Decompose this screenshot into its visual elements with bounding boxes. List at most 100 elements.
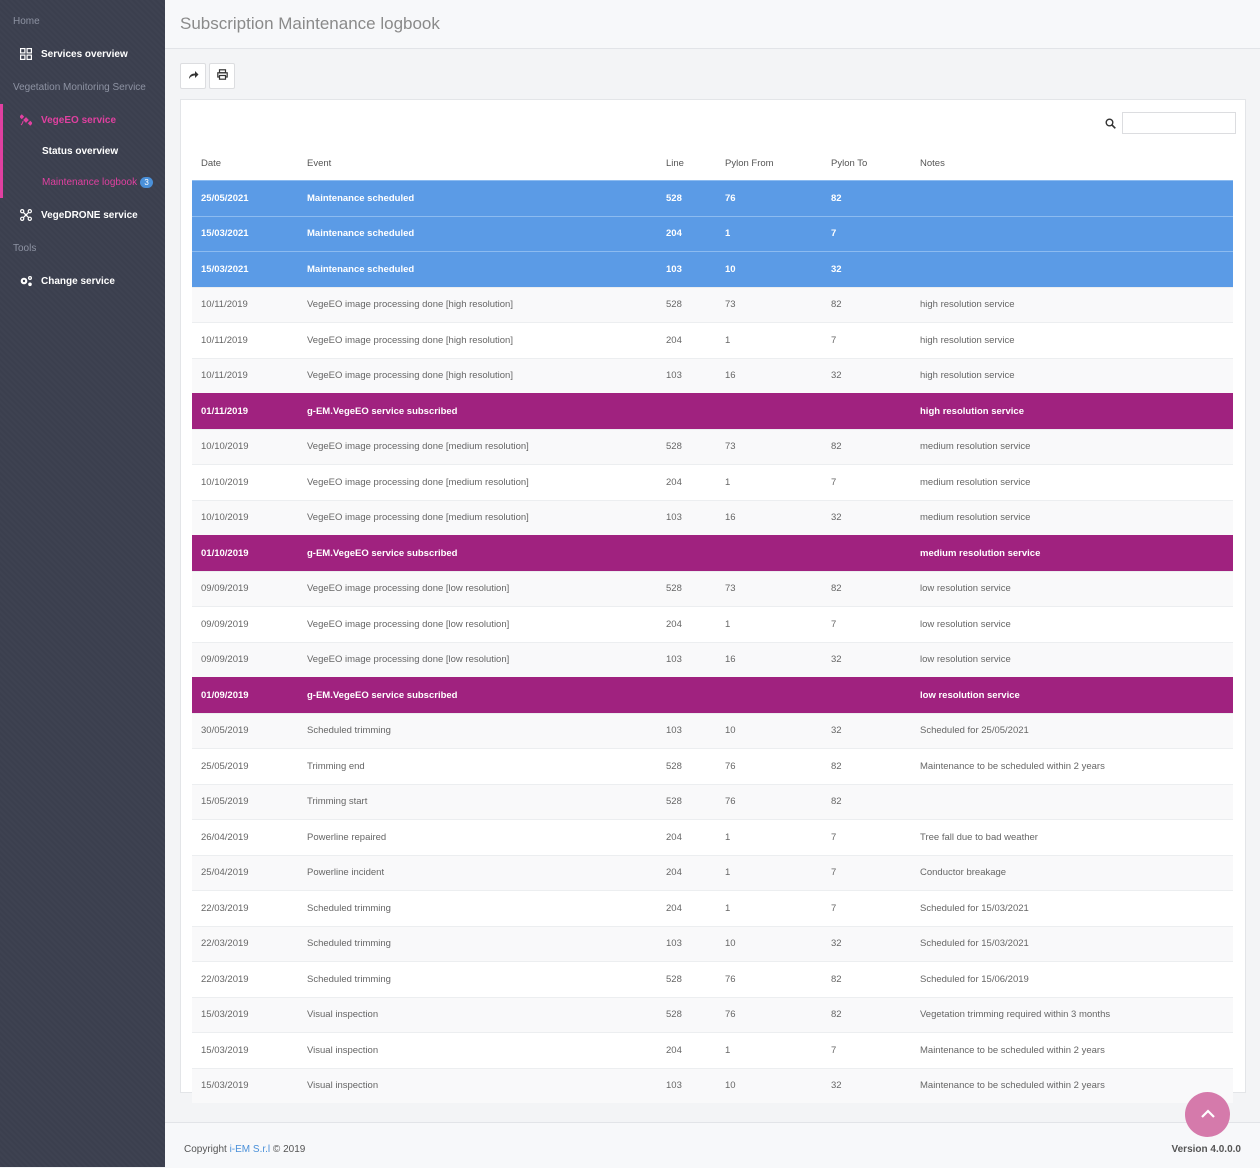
cell-event: VegeEO image processing done [medium res… bbox=[298, 428, 657, 465]
cell-pylon-from: 1 bbox=[716, 1032, 822, 1068]
cell-pylon-from: 16 bbox=[716, 641, 822, 678]
share-icon bbox=[188, 67, 199, 85]
table-row[interactable]: 09/09/2019 VegeEO image processing done [… bbox=[192, 570, 1233, 607]
sidebar-heading-tools: Tools bbox=[13, 243, 37, 254]
cell-event: VegeEO image processing done [high resol… bbox=[298, 286, 657, 323]
cell-pylon-from: 1 bbox=[716, 464, 822, 500]
cell-event: Visual inspection bbox=[298, 996, 657, 1033]
cell-event: Trimming start bbox=[298, 783, 657, 820]
table-row[interactable]: 15/03/2021 Maintenance scheduled 204 1 7 bbox=[192, 215, 1233, 252]
cell-date: 10/11/2019 bbox=[192, 322, 298, 358]
table-row[interactable]: 26/04/2019 Powerline repaired 204 1 7 Tree fa… bbox=[192, 819, 1233, 855]
cell-event: VegeEO image processing done [medium res… bbox=[298, 499, 657, 536]
cell-event: g-EM.VegeEO service subscribed bbox=[298, 393, 657, 429]
cell-notes: high resolution service bbox=[911, 393, 1233, 429]
table-row[interactable]: 25/05/2019 Trimming end 528 76 82 Maintenance… bbox=[192, 748, 1233, 784]
search-input[interactable] bbox=[1122, 112, 1236, 134]
scroll-to-top-button[interactable] bbox=[1185, 1092, 1230, 1137]
table-row[interactable]: 25/04/2019 Powerline incident 204 1 7 Conduct… bbox=[192, 854, 1233, 891]
grid-icon bbox=[19, 47, 33, 61]
table-row[interactable]: 01/10/2019 g-EM.VegeEO service subscribed… bbox=[192, 535, 1233, 571]
cell-pylon-to: 7 bbox=[822, 819, 911, 855]
cell-notes: Scheduled for 15/03/2021 bbox=[911, 925, 1233, 962]
sidebar-item-services-overview[interactable]: Services overview bbox=[0, 43, 165, 65]
cell-date: 15/03/2019 bbox=[192, 996, 298, 1033]
copyright-suffix: © 2019 bbox=[270, 1144, 306, 1155]
chevron-up-icon bbox=[1200, 1106, 1216, 1124]
cell-pylon-to bbox=[822, 677, 911, 713]
cell-date: 15/03/2019 bbox=[192, 1067, 298, 1103]
cell-notes: medium resolution service bbox=[911, 499, 1233, 536]
table-row[interactable]: 15/03/2021 Maintenance scheduled 103 10 32 bbox=[192, 251, 1233, 287]
company-link[interactable]: i-EM S.r.l bbox=[229, 1144, 271, 1155]
table-row[interactable]: 10/10/2019 VegeEO image processing done [… bbox=[192, 428, 1233, 465]
cell-date: 15/05/2019 bbox=[192, 783, 298, 820]
cell-pylon-from: 76 bbox=[716, 996, 822, 1033]
share-button[interactable] bbox=[180, 63, 206, 89]
table-row[interactable]: 10/10/2019 VegeEO image processing done [… bbox=[192, 464, 1233, 500]
cell-date: 30/05/2019 bbox=[192, 712, 298, 749]
cell-line: 204 bbox=[657, 215, 716, 252]
table-row[interactable]: 10/11/2019 VegeEO image processing done [… bbox=[192, 322, 1233, 358]
column-header-pylon-to[interactable]: Pylon To bbox=[831, 157, 868, 169]
table-row[interactable]: 15/05/2019 Trimming start 528 76 82 bbox=[192, 783, 1233, 820]
table-row[interactable]: 22/03/2019 Scheduled trimming 528 76 82 Sched… bbox=[192, 961, 1233, 997]
cell-event: VegeEO image processing done [low resolu… bbox=[298, 641, 657, 678]
sidebar-subitem-label: Maintenance logbook bbox=[42, 177, 138, 189]
cell-pylon-from: 1 bbox=[716, 215, 822, 252]
table-row[interactable]: 22/03/2019 Scheduled trimming 204 1 7 Schedul… bbox=[192, 890, 1233, 926]
column-header-line[interactable]: Line bbox=[666, 157, 684, 169]
cell-date: 10/11/2019 bbox=[192, 357, 298, 394]
table-row[interactable]: 30/05/2019 Scheduled trimming 103 10 32 Sched… bbox=[192, 712, 1233, 749]
cell-line: 103 bbox=[657, 1067, 716, 1103]
cell-line: 204 bbox=[657, 464, 716, 500]
cell-date: 25/04/2019 bbox=[192, 854, 298, 891]
table-row[interactable]: 01/11/2019 g-EM.VegeEO service subscribed… bbox=[192, 393, 1233, 429]
column-header-date[interactable]: Date bbox=[201, 157, 222, 169]
sidebar-subitem-status-overview[interactable]: Status overview bbox=[42, 146, 119, 157]
table-row[interactable]: 09/09/2019 VegeEO image processing done [… bbox=[192, 641, 1233, 678]
table-row[interactable]: 10/11/2019 VegeEO image processing done [… bbox=[192, 357, 1233, 394]
table-body: 25/05/2021 Maintenance scheduled 528 76 82 15… bbox=[192, 180, 1233, 1103]
cell-date: 01/09/2019 bbox=[192, 677, 298, 713]
cell-notes bbox=[911, 180, 1233, 216]
table-row[interactable]: 15/03/2019 Visual inspection 103 10 32 Mainte… bbox=[192, 1067, 1233, 1103]
print-button[interactable] bbox=[209, 63, 235, 89]
cell-event: VegeEO image processing done [medium res… bbox=[298, 464, 657, 500]
table-row[interactable]: 15/03/2019 Visual inspection 528 76 82 Vegeta… bbox=[192, 996, 1233, 1033]
cell-pylon-to: 32 bbox=[822, 712, 911, 749]
table-row[interactable]: 09/09/2019 VegeEO image processing done [… bbox=[192, 606, 1233, 642]
cell-pylon-from: 1 bbox=[716, 606, 822, 642]
column-header-notes[interactable]: Notes bbox=[920, 157, 945, 169]
cell-line: 528 bbox=[657, 961, 716, 997]
table-row[interactable]: 22/03/2019 Scheduled trimming 103 10 32 Sched… bbox=[192, 925, 1233, 962]
cell-notes bbox=[911, 215, 1233, 252]
cell-pylon-to: 7 bbox=[822, 322, 911, 358]
cell-notes: high resolution service bbox=[911, 357, 1233, 394]
sidebar-item-vegeeo-service[interactable]: VegeEO service bbox=[0, 109, 165, 131]
table-row[interactable]: 01/09/2019 g-EM.VegeEO service subscribed… bbox=[192, 677, 1233, 713]
column-header-event[interactable]: Event bbox=[307, 157, 332, 169]
cell-date: 25/05/2021 bbox=[192, 180, 298, 216]
cell-pylon-to: 7 bbox=[822, 1032, 911, 1068]
table-row[interactable]: 10/10/2019 VegeEO image processing done [… bbox=[192, 499, 1233, 536]
sidebar-item-vegedrone-service[interactable]: VegeDRONE service bbox=[0, 204, 165, 226]
table-row[interactable]: 15/03/2019 Visual inspection 204 1 7 Maintena… bbox=[192, 1032, 1233, 1068]
table-row[interactable]: 10/11/2019 VegeEO image processing done [… bbox=[192, 286, 1233, 323]
cell-notes: Maintenance to be scheduled within 2 yea… bbox=[911, 748, 1233, 784]
cell-notes: Maintenance to be scheduled within 2 yea… bbox=[911, 1067, 1233, 1103]
cell-line bbox=[657, 535, 716, 571]
sidebar-subitem-maintenance-logbook[interactable]: Maintenance logbook 3 bbox=[42, 177, 154, 189]
cell-line: 103 bbox=[657, 251, 716, 287]
cell-pylon-to: 82 bbox=[822, 996, 911, 1033]
sidebar-item-label: VegeEO service bbox=[41, 114, 117, 126]
cell-notes: Vegetation trimming required within 3 mo… bbox=[911, 996, 1233, 1033]
column-header-pylon-from[interactable]: Pylon From bbox=[725, 157, 774, 169]
cell-notes bbox=[911, 783, 1233, 820]
cell-pylon-from: 73 bbox=[716, 570, 822, 607]
cell-pylon-from: 10 bbox=[716, 712, 822, 749]
cell-line: 528 bbox=[657, 286, 716, 323]
sidebar-item-change-service[interactable]: Change service bbox=[0, 270, 165, 292]
cell-pylon-from: 1 bbox=[716, 890, 822, 926]
table-row[interactable]: 25/05/2021 Maintenance scheduled 528 76 82 bbox=[192, 180, 1233, 216]
